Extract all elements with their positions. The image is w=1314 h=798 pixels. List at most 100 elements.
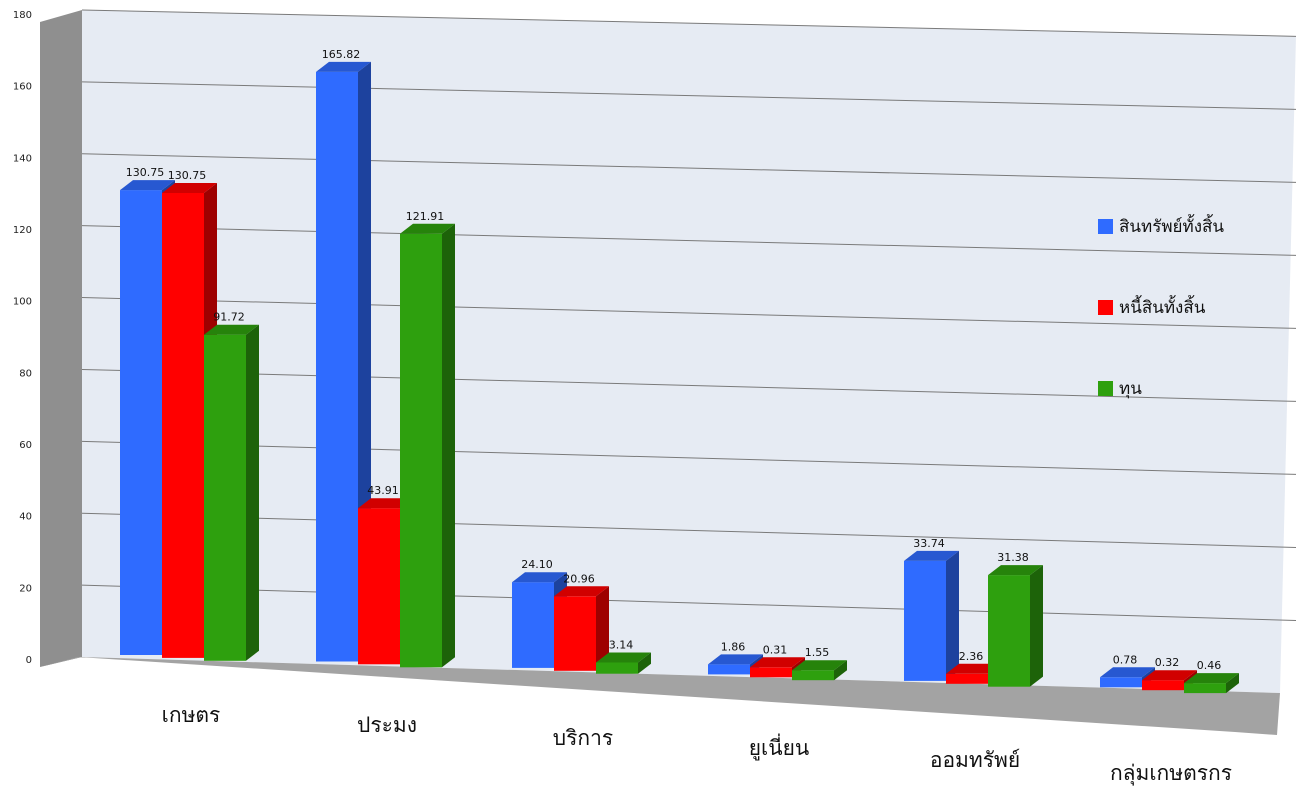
y-tick-label: 80 xyxy=(19,368,32,379)
data-label: 0.31 xyxy=(763,643,788,656)
legend: สินทรัพย์ทั้งสิ้น หนี้สินทั้งสิ้น ทุน xyxy=(1098,213,1298,456)
bar-front xyxy=(988,575,1030,687)
y-tick-label: 120 xyxy=(13,225,32,236)
bar-top xyxy=(1184,673,1239,684)
bar xyxy=(400,223,455,668)
legend-item-assets: สินทรัพย์ทั้งสิ้น xyxy=(1098,213,1298,239)
bar-top xyxy=(1100,667,1155,678)
data-label: 43.91 xyxy=(367,484,399,497)
data-label: 91.72 xyxy=(213,311,245,324)
bar-top xyxy=(988,565,1043,576)
x-category-label: ออมทรัพย์ xyxy=(930,748,1020,772)
bar-side xyxy=(1030,565,1043,687)
bar xyxy=(204,324,259,661)
bar-front xyxy=(554,596,596,671)
bar-top xyxy=(162,183,217,193)
data-label: 121.91 xyxy=(406,210,445,223)
bar-top xyxy=(946,663,1001,674)
x-category-label: เกษตร xyxy=(162,703,221,727)
gridline xyxy=(81,297,1297,329)
bar-front xyxy=(204,334,246,661)
bar-front xyxy=(1100,677,1142,688)
bar-front xyxy=(400,233,442,668)
data-label: 2.36 xyxy=(959,650,984,663)
bar-front xyxy=(946,673,988,684)
y-tick-label: 160 xyxy=(13,82,32,93)
bar-front xyxy=(1142,680,1184,691)
data-label: 31.38 xyxy=(997,551,1029,564)
legend-item-equity: ทุน xyxy=(1098,375,1298,401)
bar-top xyxy=(904,550,959,561)
y-tick-label: 40 xyxy=(19,512,32,523)
bar-top xyxy=(554,586,609,597)
y-tick-label: 140 xyxy=(13,153,32,164)
y-tick-label: 60 xyxy=(19,440,32,451)
y-tick-label: 180 xyxy=(13,10,32,21)
x-category-label: ประมง xyxy=(357,713,417,737)
data-label: 0.78 xyxy=(1113,653,1138,666)
data-label: 130.75 xyxy=(168,169,207,182)
data-label: 1.55 xyxy=(805,646,830,659)
bar-top xyxy=(708,654,763,665)
bar-front xyxy=(750,667,792,678)
legend-swatch-equity xyxy=(1098,380,1113,396)
x-category-label: ยูเนี่ยน xyxy=(749,733,810,761)
bar-top xyxy=(204,324,259,335)
data-label: 33.74 xyxy=(913,537,945,550)
legend-swatch-liabilities xyxy=(1098,299,1113,315)
data-label: 130.75 xyxy=(126,166,165,179)
gridline xyxy=(81,225,1297,256)
y-tick-label: 100 xyxy=(13,297,32,308)
bar xyxy=(596,652,651,674)
bar-top xyxy=(750,657,805,668)
x-category-label: กลุ่มเกษตรกร xyxy=(1110,761,1232,786)
bar xyxy=(904,550,959,681)
legend-label-liabilities: หนี้สินทั้งสิ้น xyxy=(1119,297,1206,318)
data-label: 0.32 xyxy=(1155,656,1180,669)
floor xyxy=(40,657,1280,735)
gridline xyxy=(81,9,1297,37)
bar-side xyxy=(596,586,609,671)
legend-label-equity: ทุน xyxy=(1119,378,1142,399)
data-label: 1.86 xyxy=(721,640,746,653)
y-tick-label: 20 xyxy=(19,583,32,594)
gridline xyxy=(81,584,1297,621)
x-category-label: บริการ xyxy=(553,726,613,750)
bar-side xyxy=(946,550,959,681)
legend-swatch-assets xyxy=(1098,218,1113,234)
legend-label-assets: สินทรัพย์ทั้งสิ้น xyxy=(1119,216,1225,237)
gridline xyxy=(81,512,1297,548)
bar xyxy=(1184,673,1239,694)
bar-side xyxy=(834,660,847,681)
bar-top xyxy=(512,572,567,583)
data-label: 20.96 xyxy=(563,572,595,585)
bar-top xyxy=(358,498,413,509)
bar-front xyxy=(792,670,834,681)
data-label: 24.10 xyxy=(521,558,553,571)
bar-top xyxy=(120,180,175,191)
data-label: 3.14 xyxy=(609,639,634,652)
bar-side xyxy=(246,324,259,661)
bar-side xyxy=(1226,673,1239,694)
bar xyxy=(988,565,1043,687)
bar-top xyxy=(792,660,847,671)
gridline xyxy=(81,368,1297,402)
side-wall xyxy=(40,10,82,667)
gridline xyxy=(81,81,1297,110)
bar-front xyxy=(120,190,162,655)
legend-item-liabilities: หนี้สินทั้งสิ้น xyxy=(1098,294,1298,320)
bar-top xyxy=(1142,670,1197,681)
data-label: 165.82 xyxy=(322,48,361,61)
bar-front xyxy=(512,582,554,668)
bar-front xyxy=(1184,683,1226,694)
bar-side xyxy=(442,223,455,668)
bar-front xyxy=(316,71,358,662)
bar-front xyxy=(596,662,638,674)
bar-front xyxy=(708,664,750,675)
bar-top xyxy=(400,223,455,234)
bar xyxy=(554,586,609,671)
gridline xyxy=(81,153,1297,183)
bar xyxy=(792,660,847,681)
